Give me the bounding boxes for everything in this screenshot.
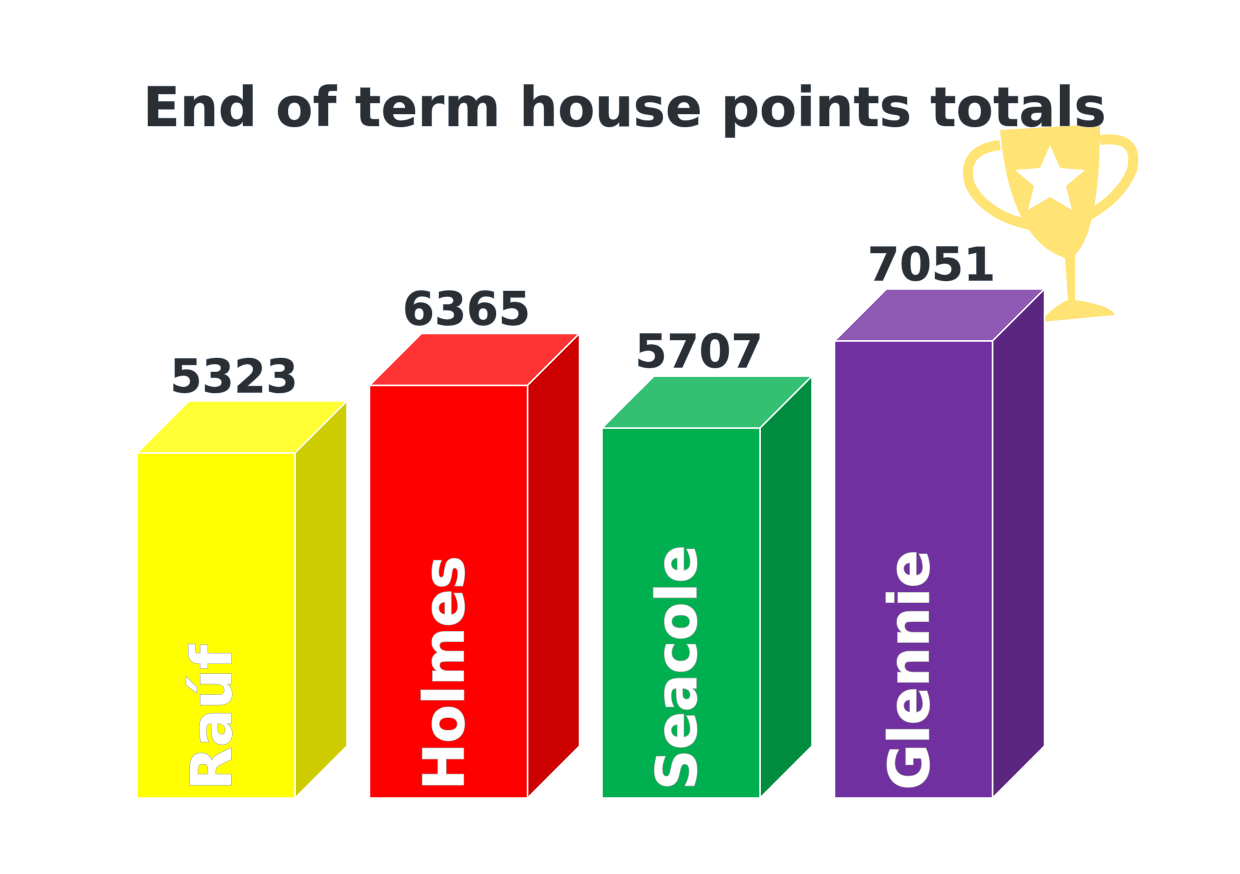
category-label: Raúf: [180, 644, 245, 790]
bar: [601, 427, 761, 799]
category-label: Glennie: [878, 550, 943, 790]
value-label: 5323: [170, 349, 298, 403]
bar-side: [759, 374, 813, 800]
value-label: 5707: [635, 325, 763, 379]
bar-side: [526, 331, 581, 800]
bar: [833, 340, 994, 799]
bar: [368, 384, 529, 799]
value-label: 6365: [402, 282, 530, 336]
category-label: Seacole: [645, 545, 710, 790]
value-label: 7051: [867, 238, 995, 292]
bar-side: [294, 399, 348, 800]
category-label: Holmes: [413, 556, 478, 790]
chart-title: End of term house points totals: [143, 76, 1106, 139]
bar-side: [991, 287, 1046, 800]
bar: [136, 452, 296, 799]
trophy-icon: [963, 124, 1139, 322]
